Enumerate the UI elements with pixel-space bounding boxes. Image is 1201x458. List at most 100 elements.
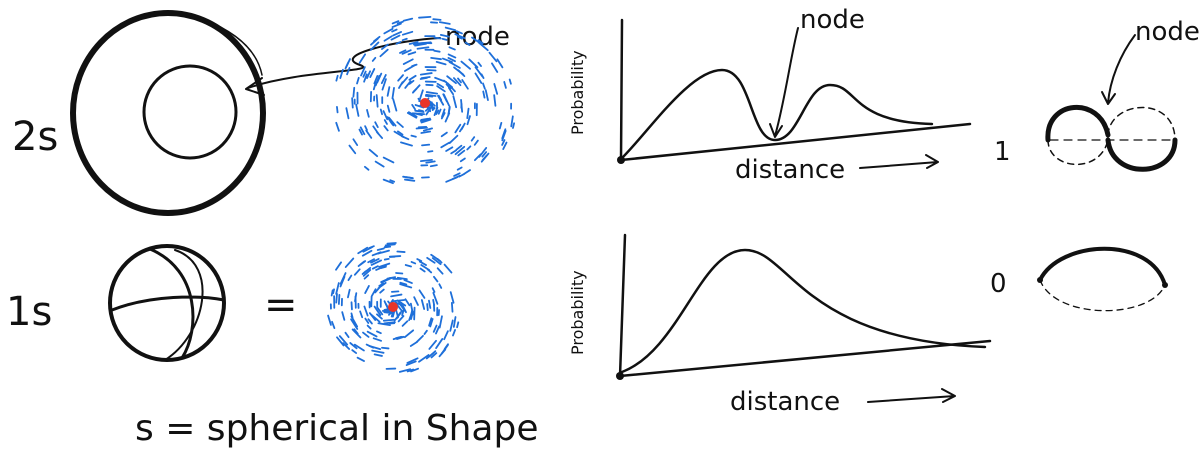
cloud-dash: [457, 35, 463, 40]
cloud-dash: [364, 125, 368, 131]
cloud-dash: [419, 72, 433, 76]
cloud-dash: [375, 94, 379, 108]
cloud-dash: [399, 49, 407, 54]
cloud-dash: [512, 122, 515, 129]
cloud-dash: [373, 305, 382, 317]
cloud-dash: [454, 145, 466, 156]
cloud-dash: [468, 58, 479, 69]
cloud-dash: [357, 260, 365, 267]
cloud-dash: [337, 294, 341, 305]
shell-highlight: [204, 19, 263, 76]
cloud-dash: [391, 22, 402, 28]
cloud-dash: [418, 260, 427, 266]
cloud-dash: [421, 143, 431, 147]
cloud-dash: [351, 97, 354, 109]
cloud-dash: [351, 349, 358, 354]
cloud-dash: [435, 61, 447, 66]
cloud-dash: [379, 288, 385, 294]
cloud-dash: [388, 116, 397, 127]
cloud-dash: [381, 346, 390, 350]
y-axis-label: Probability: [568, 50, 587, 135]
cloud-dash: [493, 83, 499, 95]
cloud-dash: [411, 63, 418, 68]
cloud-dash: [363, 274, 370, 280]
cloud-dash: [470, 136, 476, 142]
cloud-dash: [377, 249, 390, 255]
cloud-dash: [372, 125, 380, 135]
cloud-dash: [482, 82, 486, 90]
electron-cloud: [335, 16, 515, 185]
cloud-dash: [339, 68, 344, 79]
cloud-dash: [352, 86, 356, 98]
cloud-dash: [443, 330, 449, 341]
cloud-dash: [474, 66, 484, 78]
cloud-dash: [432, 291, 439, 305]
cloud-dash: [413, 112, 423, 117]
cloud-dash: [397, 315, 405, 323]
cloud-dash: [441, 108, 446, 118]
cloud-dash: [409, 341, 418, 347]
cloud-dash: [478, 146, 488, 158]
cloud-dash: [436, 267, 444, 275]
sphere: [108, 244, 226, 362]
cloud-dash: [439, 34, 450, 38]
cloud-dash: [446, 82, 456, 93]
cloud-dash: [430, 352, 438, 359]
cloud-dash: [441, 37, 448, 41]
cloud-dash: [395, 272, 404, 275]
cloud-dash: [446, 75, 457, 85]
node-annotation: node: [1135, 17, 1200, 47]
cloud-dash: [365, 129, 373, 139]
cloud-dash: [435, 338, 444, 350]
cloud-dash: [396, 20, 404, 25]
cloud-dash: [473, 139, 479, 146]
cloud-dash: [378, 282, 385, 287]
cloud-dash: [376, 72, 383, 84]
cloud-dash: [391, 299, 406, 303]
node-count: 1: [994, 137, 1011, 167]
cloud-dash: [371, 349, 385, 354]
cloud-dash: [408, 79, 415, 85]
cloud-dash: [452, 329, 457, 337]
cloud-dash: [448, 134, 459, 144]
cloud-dash: [433, 36, 442, 40]
hemisphere-base: [1039, 279, 1166, 312]
cloud-dash: [437, 108, 442, 115]
cloud-dash: [420, 299, 426, 310]
cloud-dash: [345, 107, 350, 120]
cloud-dash: [406, 357, 419, 364]
cloud-dash: [399, 281, 408, 286]
cloud-dash: [428, 317, 433, 327]
sphere-arc: [164, 249, 204, 361]
cloud-dash: [438, 315, 443, 329]
cloud-dash: [398, 368, 411, 373]
cloud-dash: [429, 318, 434, 328]
cloud-dash: [382, 156, 395, 164]
arrow-head: [245, 77, 265, 96]
cloud-dash: [364, 317, 370, 324]
cloud-dash: [406, 112, 418, 119]
cloud-dash: [444, 26, 457, 31]
cloud-dash: [427, 150, 434, 153]
cloud-dash: [471, 36, 483, 46]
cloud-dash: [425, 352, 434, 360]
cloud-dash: [411, 104, 416, 111]
cloud-dash: [376, 313, 383, 320]
cloud-dash: [455, 144, 463, 151]
cloud-dash: [335, 282, 340, 295]
cloud-dash: [400, 141, 413, 147]
cloud-dash: [362, 269, 372, 277]
cloud-dash: [382, 318, 396, 322]
cloud-dash: [400, 76, 409, 85]
cloud-dash: [331, 320, 336, 329]
cloud-dash: [408, 312, 413, 322]
cloud-dash: [370, 313, 381, 323]
cloud-dash: [357, 246, 369, 255]
cloud-dash: [437, 94, 445, 106]
cloud-dash: [448, 61, 461, 69]
cloud-dash: [372, 337, 382, 342]
cloud-dash: [383, 258, 390, 261]
cloud-dash: [361, 270, 367, 275]
cloud-dash: [457, 69, 466, 77]
cloud-dash: [383, 321, 396, 325]
